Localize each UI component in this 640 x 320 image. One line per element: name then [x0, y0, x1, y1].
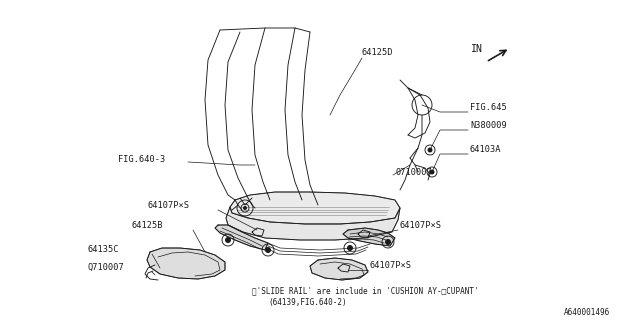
Text: 64125B: 64125B: [132, 221, 163, 230]
Polygon shape: [215, 225, 268, 250]
Text: A640001496: A640001496: [564, 308, 610, 317]
Polygon shape: [343, 228, 395, 246]
Circle shape: [385, 239, 391, 245]
Text: 64103A: 64103A: [470, 145, 502, 154]
Text: (64139,FIG.640-2): (64139,FIG.640-2): [268, 298, 347, 307]
Polygon shape: [310, 258, 368, 280]
Text: 64107P×S: 64107P×S: [148, 201, 190, 210]
Circle shape: [347, 245, 353, 251]
Text: FIG.640-3: FIG.640-3: [118, 155, 165, 164]
Circle shape: [225, 237, 231, 243]
Text: ※'SLIDE RAIL' are include in 'CUSHION AY-□CUPANT': ※'SLIDE RAIL' are include in 'CUSHION AY…: [252, 286, 479, 295]
Polygon shape: [147, 248, 225, 279]
Circle shape: [243, 206, 247, 210]
Text: 64125D: 64125D: [362, 48, 394, 57]
Text: 64107P×S: 64107P×S: [400, 221, 442, 230]
Text: 0710007: 0710007: [395, 168, 432, 177]
Text: FIG.645: FIG.645: [470, 103, 507, 112]
Circle shape: [265, 247, 271, 253]
Text: Q710007: Q710007: [88, 263, 125, 272]
Text: 64135C: 64135C: [88, 245, 120, 254]
Circle shape: [428, 148, 433, 153]
Polygon shape: [226, 207, 400, 240]
Circle shape: [429, 170, 435, 174]
Text: N380009: N380009: [470, 121, 507, 130]
Text: 64107P×S: 64107P×S: [370, 261, 412, 270]
Polygon shape: [230, 192, 400, 224]
Text: IN: IN: [470, 44, 482, 54]
